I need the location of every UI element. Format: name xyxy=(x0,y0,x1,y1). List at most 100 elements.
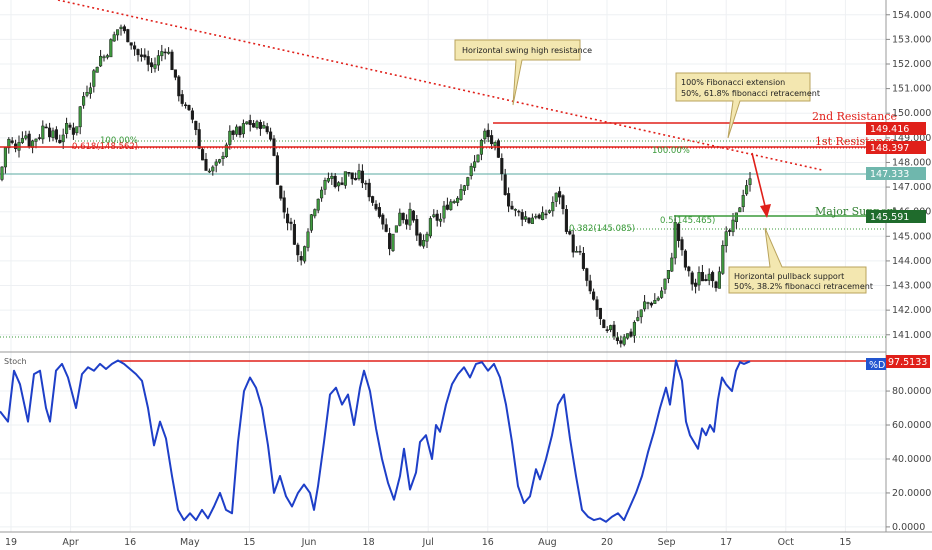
candle xyxy=(255,119,259,130)
candle xyxy=(459,184,463,201)
candle xyxy=(99,49,103,68)
stoch-title: Stoch xyxy=(4,357,27,366)
badge-current-price: 147.333 xyxy=(866,167,926,180)
candle xyxy=(493,141,497,151)
candle xyxy=(717,266,721,289)
candle xyxy=(228,125,232,150)
candle xyxy=(44,123,48,129)
candle xyxy=(609,324,613,333)
candle xyxy=(61,128,65,149)
candle-body xyxy=(639,309,643,318)
badge-1st-resistance: 148.397 xyxy=(866,141,926,154)
candle-body xyxy=(619,340,623,344)
candle xyxy=(173,69,177,81)
candle-body xyxy=(629,331,633,337)
candle xyxy=(279,185,283,201)
candle-body xyxy=(337,182,341,187)
candle-body xyxy=(439,218,443,222)
candle-body xyxy=(578,251,582,253)
price-tick-label: 152.000 xyxy=(892,59,931,70)
candle xyxy=(425,231,429,249)
candle xyxy=(575,246,579,253)
candle-body xyxy=(435,213,439,221)
time-tick-label: 20 xyxy=(601,537,613,548)
candle xyxy=(357,163,361,181)
candle-body xyxy=(95,66,99,73)
candle xyxy=(10,137,14,145)
candle xyxy=(581,247,585,271)
candle xyxy=(160,44,164,62)
candle xyxy=(224,142,228,158)
candle xyxy=(578,245,582,256)
candle-body xyxy=(71,127,75,135)
candle-body xyxy=(432,214,436,217)
candle-body xyxy=(527,217,531,224)
candle-body xyxy=(388,233,392,250)
candle xyxy=(588,274,592,295)
callout-pullback-support: Horizontal pullback support 50%, 38.2% f… xyxy=(728,227,873,294)
candle xyxy=(537,213,541,220)
candle-body xyxy=(721,245,725,274)
candle-body xyxy=(160,51,164,57)
candle-body xyxy=(364,182,368,185)
fib-ext-label: 100.00% xyxy=(652,146,690,156)
candle-body xyxy=(564,209,568,232)
candle-body xyxy=(670,257,674,272)
price-tick-label: 154.000 xyxy=(892,10,931,21)
candle xyxy=(398,208,402,227)
candle xyxy=(741,189,745,212)
candle xyxy=(660,287,664,299)
candle-body xyxy=(748,178,752,185)
candle xyxy=(445,197,449,211)
candle-body xyxy=(82,96,86,106)
candle-body xyxy=(320,189,324,199)
candle-body xyxy=(673,222,677,259)
candle-body xyxy=(734,212,738,223)
stoch-tick-label: 60.0000 xyxy=(892,420,931,431)
candle-body xyxy=(415,219,419,236)
candle-body xyxy=(398,212,402,226)
stoch-tick-label: 0.0000 xyxy=(892,522,925,533)
candle xyxy=(364,180,368,191)
candle-body xyxy=(507,193,511,207)
candle xyxy=(92,68,96,93)
second-resistance-label: 2nd Resistance xyxy=(812,110,897,123)
candle-body xyxy=(367,182,371,198)
candle xyxy=(544,209,548,219)
candle xyxy=(670,252,674,273)
candle xyxy=(326,172,330,184)
candle xyxy=(510,201,514,210)
candle xyxy=(711,270,715,288)
candle xyxy=(513,208,517,217)
candle-body xyxy=(547,210,551,213)
candle-body xyxy=(0,166,4,180)
candle xyxy=(354,172,358,181)
stoch-legend-badge: %D xyxy=(866,358,886,371)
candle-body xyxy=(554,192,558,202)
candle xyxy=(109,38,113,58)
badge-major-support: 145.591 xyxy=(866,210,926,223)
candle xyxy=(252,120,256,128)
candle xyxy=(394,225,398,233)
candle-body xyxy=(323,180,327,190)
candle-body xyxy=(496,140,500,158)
candle-body xyxy=(163,51,167,54)
candle-body xyxy=(411,210,415,221)
candle xyxy=(677,223,681,248)
candle-body xyxy=(476,154,480,163)
candle-body xyxy=(483,130,487,140)
candle xyxy=(571,230,575,258)
candle-body xyxy=(717,271,721,289)
candle xyxy=(707,268,711,286)
candle xyxy=(530,213,534,224)
candle xyxy=(24,130,28,141)
candle-body xyxy=(541,212,545,221)
candle xyxy=(194,120,198,136)
stoch-tick-label: 40.0000 xyxy=(892,454,931,465)
candle-body xyxy=(143,54,147,58)
candle-body xyxy=(204,158,208,171)
candle-body xyxy=(449,201,453,210)
candle-body xyxy=(445,204,449,210)
candle xyxy=(558,186,562,205)
candle-body xyxy=(292,224,296,245)
